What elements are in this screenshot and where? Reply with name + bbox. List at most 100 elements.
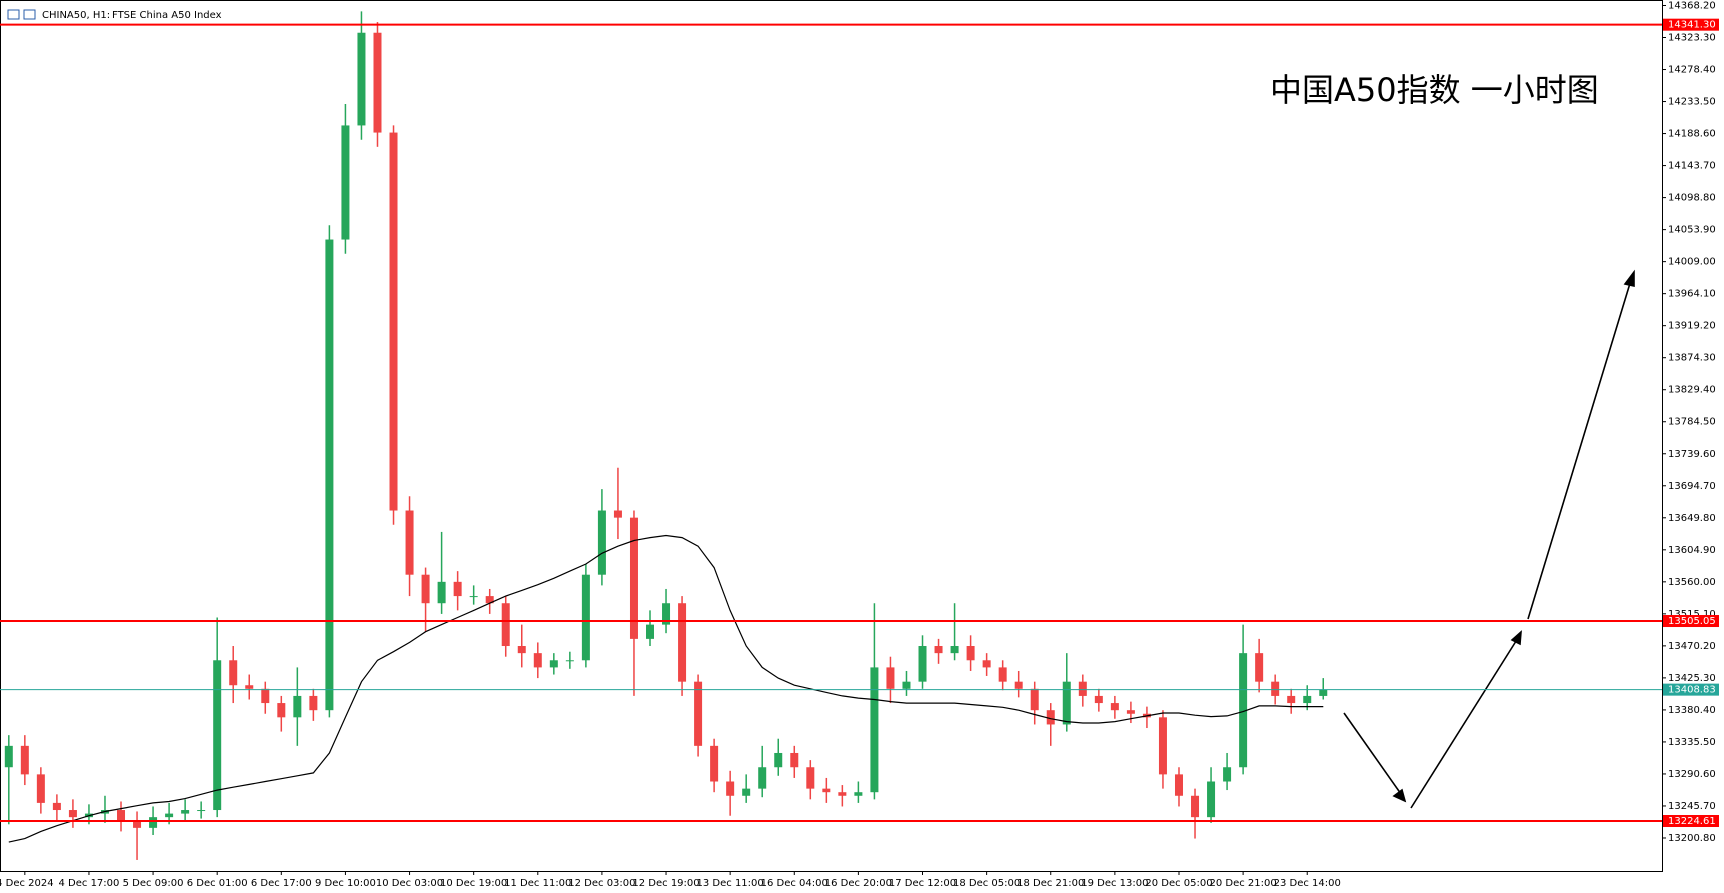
candle-body bbox=[293, 695, 302, 718]
y-tick-label: 13515.10 bbox=[1668, 609, 1716, 620]
annotation: 中国A50指数 一小时图 bbox=[1270, 71, 1599, 109]
y-tick-label: 14053.90 bbox=[1668, 225, 1716, 236]
candle-body bbox=[1014, 681, 1023, 689]
arrow-line bbox=[1527, 279, 1632, 620]
y-tick-label: 13919.20 bbox=[1668, 321, 1716, 332]
x-tick-label: 18 Dec 05:00 bbox=[953, 878, 1020, 889]
candle-body bbox=[806, 767, 815, 789]
candle-body bbox=[533, 653, 542, 668]
candle-body bbox=[950, 646, 959, 654]
candle-body bbox=[325, 239, 334, 711]
candle-body bbox=[629, 517, 638, 639]
candle-body bbox=[934, 646, 943, 654]
level-tag bbox=[1663, 615, 1719, 628]
candle-body bbox=[261, 688, 270, 704]
x-tick-label: 20 Dec 05:00 bbox=[1145, 878, 1212, 889]
candle-body bbox=[646, 624, 654, 639]
candle-body bbox=[1207, 781, 1216, 818]
candle-body bbox=[485, 596, 494, 604]
candle-body bbox=[309, 695, 318, 711]
y-tick-label: 13200.80 bbox=[1668, 833, 1716, 844]
x-tick-label: 18 Dec 21:00 bbox=[1017, 878, 1084, 889]
x-tick-label: 16 Dec 04:00 bbox=[761, 878, 828, 889]
candle-body bbox=[581, 574, 590, 661]
candle-body bbox=[854, 792, 863, 796]
x-tick-label: 12 Dec 03:00 bbox=[568, 878, 635, 889]
y-tick-label: 13245.70 bbox=[1668, 801, 1716, 812]
x-tick-label: 6 Dec 17:00 bbox=[251, 878, 312, 889]
x-tick-label: 20 Dec 21:00 bbox=[1209, 878, 1276, 889]
y-tick-label: 13694.70 bbox=[1668, 481, 1716, 492]
candle-body bbox=[453, 581, 462, 597]
candle-body bbox=[1271, 681, 1280, 696]
y-tick-label: 14009.00 bbox=[1668, 257, 1716, 268]
arrow-head bbox=[1392, 788, 1407, 803]
candle-body bbox=[1191, 795, 1200, 818]
header: CHINA50, H1: FTSE China A50 Index bbox=[7, 9, 222, 21]
arrow-head bbox=[1510, 630, 1522, 646]
candle-body bbox=[517, 646, 526, 654]
candle-body bbox=[1110, 703, 1119, 711]
y-tick-label: 13604.90 bbox=[1668, 545, 1716, 556]
candle-body bbox=[870, 667, 879, 793]
x-tick-label: 12 Dec 19:00 bbox=[632, 878, 699, 889]
candle-body bbox=[501, 603, 510, 647]
candle-body bbox=[389, 132, 398, 511]
x-tick-label: 23 Dec 14:00 bbox=[1274, 878, 1341, 889]
candle-body bbox=[678, 603, 687, 682]
x-tick-label: 4 Dec 2024 bbox=[0, 878, 54, 889]
candle-body bbox=[1255, 653, 1264, 682]
y-tick-label: 13829.40 bbox=[1668, 385, 1716, 396]
candle-body bbox=[373, 32, 382, 133]
candle-body bbox=[181, 810, 190, 814]
candle-body bbox=[341, 125, 350, 240]
candle-body bbox=[902, 681, 911, 689]
moving-average bbox=[8, 534, 1324, 843]
candle-body bbox=[1239, 653, 1248, 768]
current-price-tag bbox=[1663, 683, 1719, 696]
x-tick-label: 6 Dec 01:00 bbox=[187, 878, 248, 889]
y-tick-label: 13470.20 bbox=[1668, 641, 1716, 652]
x-tick-label: 16 Dec 20:00 bbox=[825, 878, 892, 889]
candle-body bbox=[1062, 681, 1071, 725]
candle-body bbox=[549, 660, 558, 668]
candle-body bbox=[742, 788, 751, 796]
x-tick-label: 4 Dec 17:00 bbox=[59, 878, 120, 889]
candle-body bbox=[36, 774, 45, 803]
arrows bbox=[1343, 269, 1635, 809]
current-price-label: 13408.83 bbox=[1668, 685, 1716, 696]
icon bbox=[7, 9, 20, 20]
candle-body bbox=[597, 510, 606, 575]
x-tick-label: 17 Dec 12:00 bbox=[889, 878, 956, 889]
y-tick-label: 13739.60 bbox=[1668, 449, 1716, 460]
candle-body bbox=[966, 646, 975, 661]
candle-body bbox=[245, 685, 254, 689]
y-tick-label: 13784.50 bbox=[1668, 417, 1716, 428]
candle-body bbox=[565, 660, 574, 662]
candle-body bbox=[662, 603, 671, 625]
candle-body bbox=[4, 745, 13, 768]
candle-body bbox=[469, 596, 478, 598]
candle-body bbox=[197, 810, 206, 812]
level-tag bbox=[1663, 18, 1719, 31]
candle-body bbox=[357, 32, 366, 126]
arrow-head bbox=[1623, 269, 1635, 287]
candle-body bbox=[886, 667, 895, 689]
level-label: 13505.05 bbox=[1668, 616, 1716, 627]
candle-body bbox=[758, 767, 767, 789]
y-tick-label: 13649.80 bbox=[1668, 513, 1716, 524]
arrow-line bbox=[1343, 712, 1402, 795]
level-tag bbox=[1663, 815, 1719, 828]
y-tick-label: 13874.30 bbox=[1668, 353, 1716, 364]
candle-body bbox=[1094, 695, 1103, 704]
candle-body bbox=[726, 781, 735, 796]
candle-body bbox=[790, 752, 799, 768]
y-tick-label: 14233.50 bbox=[1668, 97, 1716, 108]
y-tick-label: 14098.80 bbox=[1668, 193, 1716, 204]
candle-body bbox=[1319, 689, 1328, 696]
candle-body bbox=[774, 752, 783, 768]
candle-body bbox=[822, 788, 831, 793]
